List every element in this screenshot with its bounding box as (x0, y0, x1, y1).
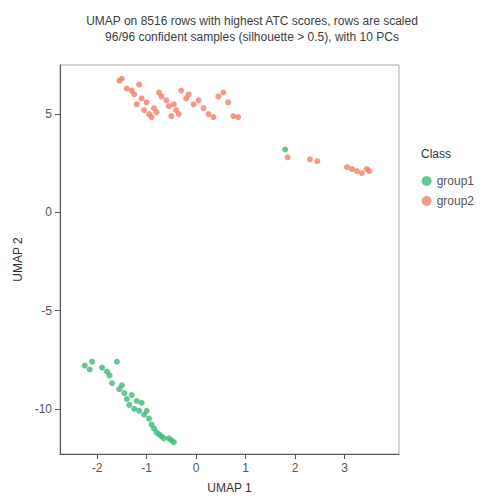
svg-text:group2: group2 (437, 194, 475, 208)
svg-text:UMAP 2: UMAP 2 (11, 237, 25, 282)
svg-text:-2: -2 (92, 461, 103, 475)
svg-text:-1: -1 (141, 461, 152, 475)
svg-text:0: 0 (193, 461, 200, 475)
svg-text:group1: group1 (437, 174, 475, 188)
svg-text:5: 5 (45, 107, 52, 121)
svg-text:-10: -10 (35, 402, 53, 416)
svg-text:1: 1 (242, 461, 249, 475)
svg-text:2: 2 (292, 461, 299, 475)
svg-text:96/96 confident samples (silho: 96/96 confident samples (silhouette > 0.… (105, 30, 399, 44)
svg-text:3: 3 (341, 461, 348, 475)
svg-text:UMAP 1: UMAP 1 (207, 481, 252, 495)
svg-text:UMAP on 8516 rows with highest: UMAP on 8516 rows with highest ATC score… (86, 14, 418, 28)
svg-text:Class: Class (421, 147, 451, 161)
svg-text:-5: -5 (41, 304, 52, 318)
svg-text:0: 0 (45, 205, 52, 219)
